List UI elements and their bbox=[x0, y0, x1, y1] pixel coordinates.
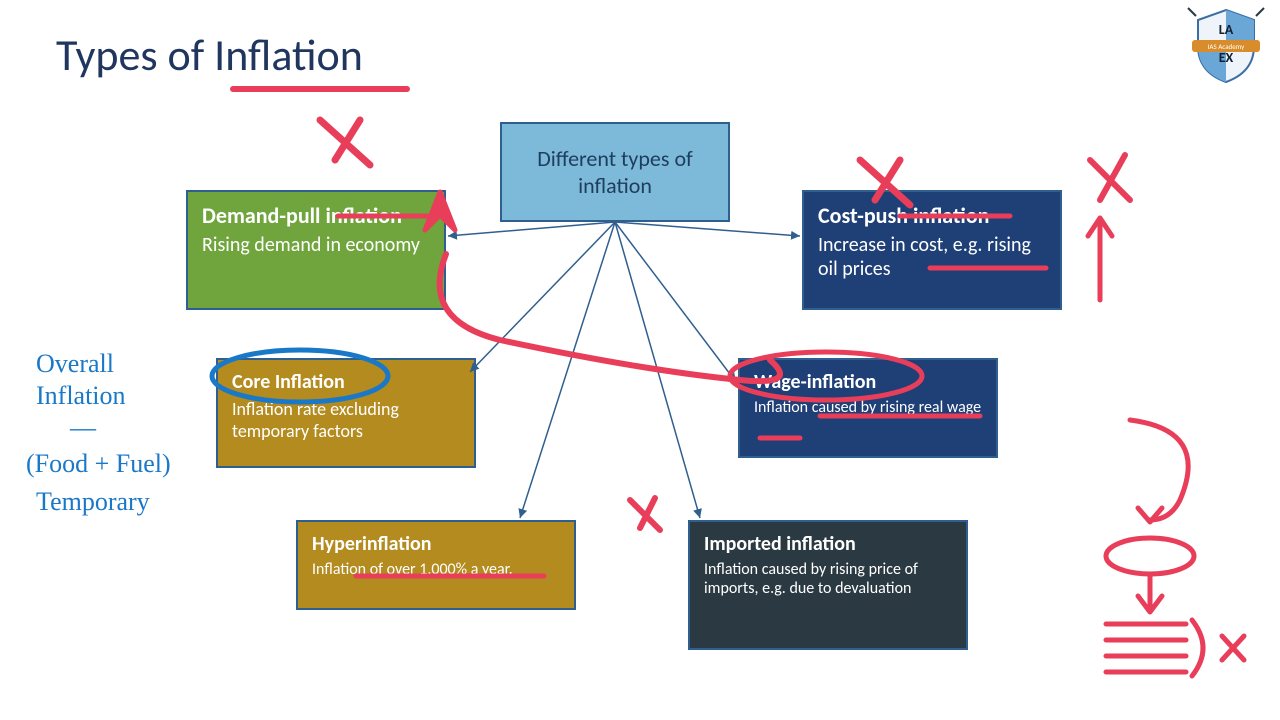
type-box-title: Demand-pull inflation bbox=[202, 202, 430, 229]
type-box-subtitle: Rising demand in economy bbox=[202, 233, 430, 257]
type-box-subtitle: Increase in cost, e.g. rising oil prices bbox=[818, 233, 1046, 281]
type-box-demand-pull: Demand-pull inflation Rising demand in ec… bbox=[186, 190, 446, 310]
svg-text:LA: LA bbox=[1219, 21, 1234, 38]
slide-stage: { "title": { "text": "Types of Inflation… bbox=[0, 0, 1280, 720]
type-box-title: Hyperinflation bbox=[312, 532, 560, 556]
type-box-core: Core Inflation Inflation rate excluding t… bbox=[216, 358, 476, 468]
handwriting-line: — bbox=[70, 412, 96, 445]
type-box-subtitle: Inflation caused by rising real wage bbox=[754, 398, 982, 417]
root-node: Different types of inflation bbox=[500, 122, 730, 222]
svg-text:IAS Academy: IAS Academy bbox=[1208, 42, 1246, 51]
type-box-title: Core Inflation bbox=[232, 370, 460, 394]
root-node-label: Different types of inflation bbox=[510, 145, 720, 199]
slide-title: Types of Inflation bbox=[56, 28, 363, 82]
type-box-subtitle: Inflation rate excluding temporary facto… bbox=[232, 398, 460, 442]
handwriting-line: Overall bbox=[36, 348, 114, 381]
type-box-subtitle: Inflation of over 1,000% a year. bbox=[312, 560, 560, 579]
type-box-wage: Wage-inflation Inflation caused by rising… bbox=[738, 358, 998, 458]
type-box-hyper: Hyperinflation Inflation of over 1,000% a… bbox=[296, 520, 576, 610]
type-box-title: Wage-inflation bbox=[754, 370, 982, 394]
type-box-imported: Imported inflation Inflation caused by ri… bbox=[688, 520, 968, 650]
title-underline-annotation bbox=[230, 86, 410, 92]
academy-logo: LA EX IAS Academy bbox=[1186, 6, 1266, 86]
handwriting-line: (Food + Fuel) bbox=[26, 448, 171, 481]
type-box-title: Imported inflation bbox=[704, 532, 952, 556]
handwriting-line: Inflation bbox=[36, 380, 126, 413]
connectors-and-ink bbox=[0, 0, 1280, 720]
type-box-cost-push: Cost-push inflation Increase in cost, e.g… bbox=[802, 190, 1062, 310]
type-box-title: Cost-push inflation bbox=[818, 202, 1046, 229]
handwriting-line: Temporary bbox=[36, 486, 150, 519]
type-box-subtitle: Inflation caused by rising price of impo… bbox=[704, 560, 952, 598]
